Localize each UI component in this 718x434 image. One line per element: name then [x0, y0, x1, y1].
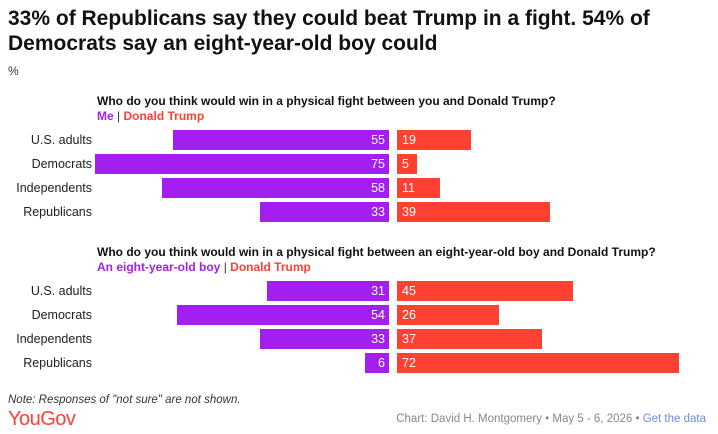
category-label: Independents [16, 181, 92, 195]
bar-series-b: 37 [397, 329, 543, 349]
bar-value-label: 5 [402, 157, 409, 171]
bar-value-label: 37 [402, 332, 416, 346]
legend: Me | Donald Trump [97, 109, 204, 123]
bar-series-a: 54 [177, 305, 389, 325]
credit-text: Chart: David H. Montgomery • May 5 - 6, … [396, 413, 640, 425]
bar-value-label: 26 [402, 308, 416, 322]
bar-value-label: 75 [371, 157, 385, 171]
category-label: U.S. adults [30, 133, 92, 147]
bar-value-label: 55 [371, 133, 385, 147]
credit-line: Chart: David H. Montgomery • May 5 - 6, … [396, 413, 706, 425]
chart-question: Who do you think would win in a physical… [97, 94, 556, 108]
legend-series-b: Donald Trump [230, 260, 311, 274]
category-label: Republicans [23, 205, 92, 219]
bar-value-label: 33 [371, 205, 385, 219]
bar-series-b: 11 [397, 178, 441, 198]
chart-row: Democrats 54 26 [0, 305, 718, 325]
chart-panel-2: Who do you think would win in a physical… [0, 245, 718, 381]
yougov-logo: YouGov [8, 408, 76, 430]
bar-series-a: 33 [259, 202, 389, 222]
chart-row: Democrats 75 5 [0, 154, 718, 174]
bar-series-b: 19 [397, 130, 472, 150]
get-data-link[interactable]: Get the data [642, 413, 706, 425]
chart-question: Who do you think would win in a physical… [97, 245, 656, 259]
legend: An eight-year-old boy | Donald Trump [97, 260, 311, 274]
category-label: Democrats [31, 308, 92, 322]
bar-value-label: 72 [402, 356, 416, 370]
bar-series-a: 58 [161, 178, 389, 198]
bar-series-b: 72 [397, 353, 680, 373]
chart-row: Republicans 33 39 [0, 202, 718, 222]
bar-value-label: 11 [402, 181, 415, 195]
bar-value-label: 39 [402, 205, 416, 219]
legend-series-b: Donald Trump [123, 109, 205, 123]
category-label: Independents [16, 332, 92, 346]
category-label: Democrats [31, 157, 92, 171]
bar-series-b: 5 [397, 154, 417, 174]
category-label: Republicans [23, 356, 92, 370]
chart-row: U.S. adults 31 45 [0, 281, 718, 301]
legend-series-a: Me [97, 109, 114, 123]
legend-separator: | [223, 260, 227, 274]
bar-series-a: 31 [267, 281, 389, 301]
chart-row: U.S. adults 55 19 [0, 130, 718, 150]
bar-value-label: 45 [402, 284, 416, 298]
unit-label: % [8, 64, 19, 78]
bar-series-b: 26 [397, 305, 499, 325]
bar-value-label: 54 [371, 308, 385, 322]
chart-row: Republicans 6 72 [0, 353, 718, 373]
footnote: Note: Responses of "not sure" are not sh… [8, 394, 241, 406]
bar-series-a: 55 [173, 130, 389, 150]
bar-value-label: 6 [378, 356, 385, 370]
bar-value-label: 19 [402, 133, 416, 147]
legend-separator: | [117, 109, 121, 123]
bar-series-b: 45 [397, 281, 574, 301]
chart-panel-1: Who do you think would win in a physical… [0, 94, 718, 230]
bar-series-a: 6 [365, 353, 389, 373]
legend-series-a: An eight-year-old boy [97, 260, 221, 274]
bar-series-b: 39 [397, 202, 550, 222]
bar-series-a: 33 [259, 329, 389, 349]
bar-value-label: 33 [371, 332, 385, 346]
bar-series-a: 75 [95, 154, 389, 174]
chart-title: 33% of Republicans say they could beat T… [8, 7, 650, 55]
chart-row: Independents 33 37 [0, 329, 718, 349]
chart-row: Independents 58 11 [0, 178, 718, 198]
bar-value-label: 58 [371, 181, 385, 195]
bar-value-label: 31 [371, 284, 385, 298]
category-label: U.S. adults [30, 284, 92, 298]
